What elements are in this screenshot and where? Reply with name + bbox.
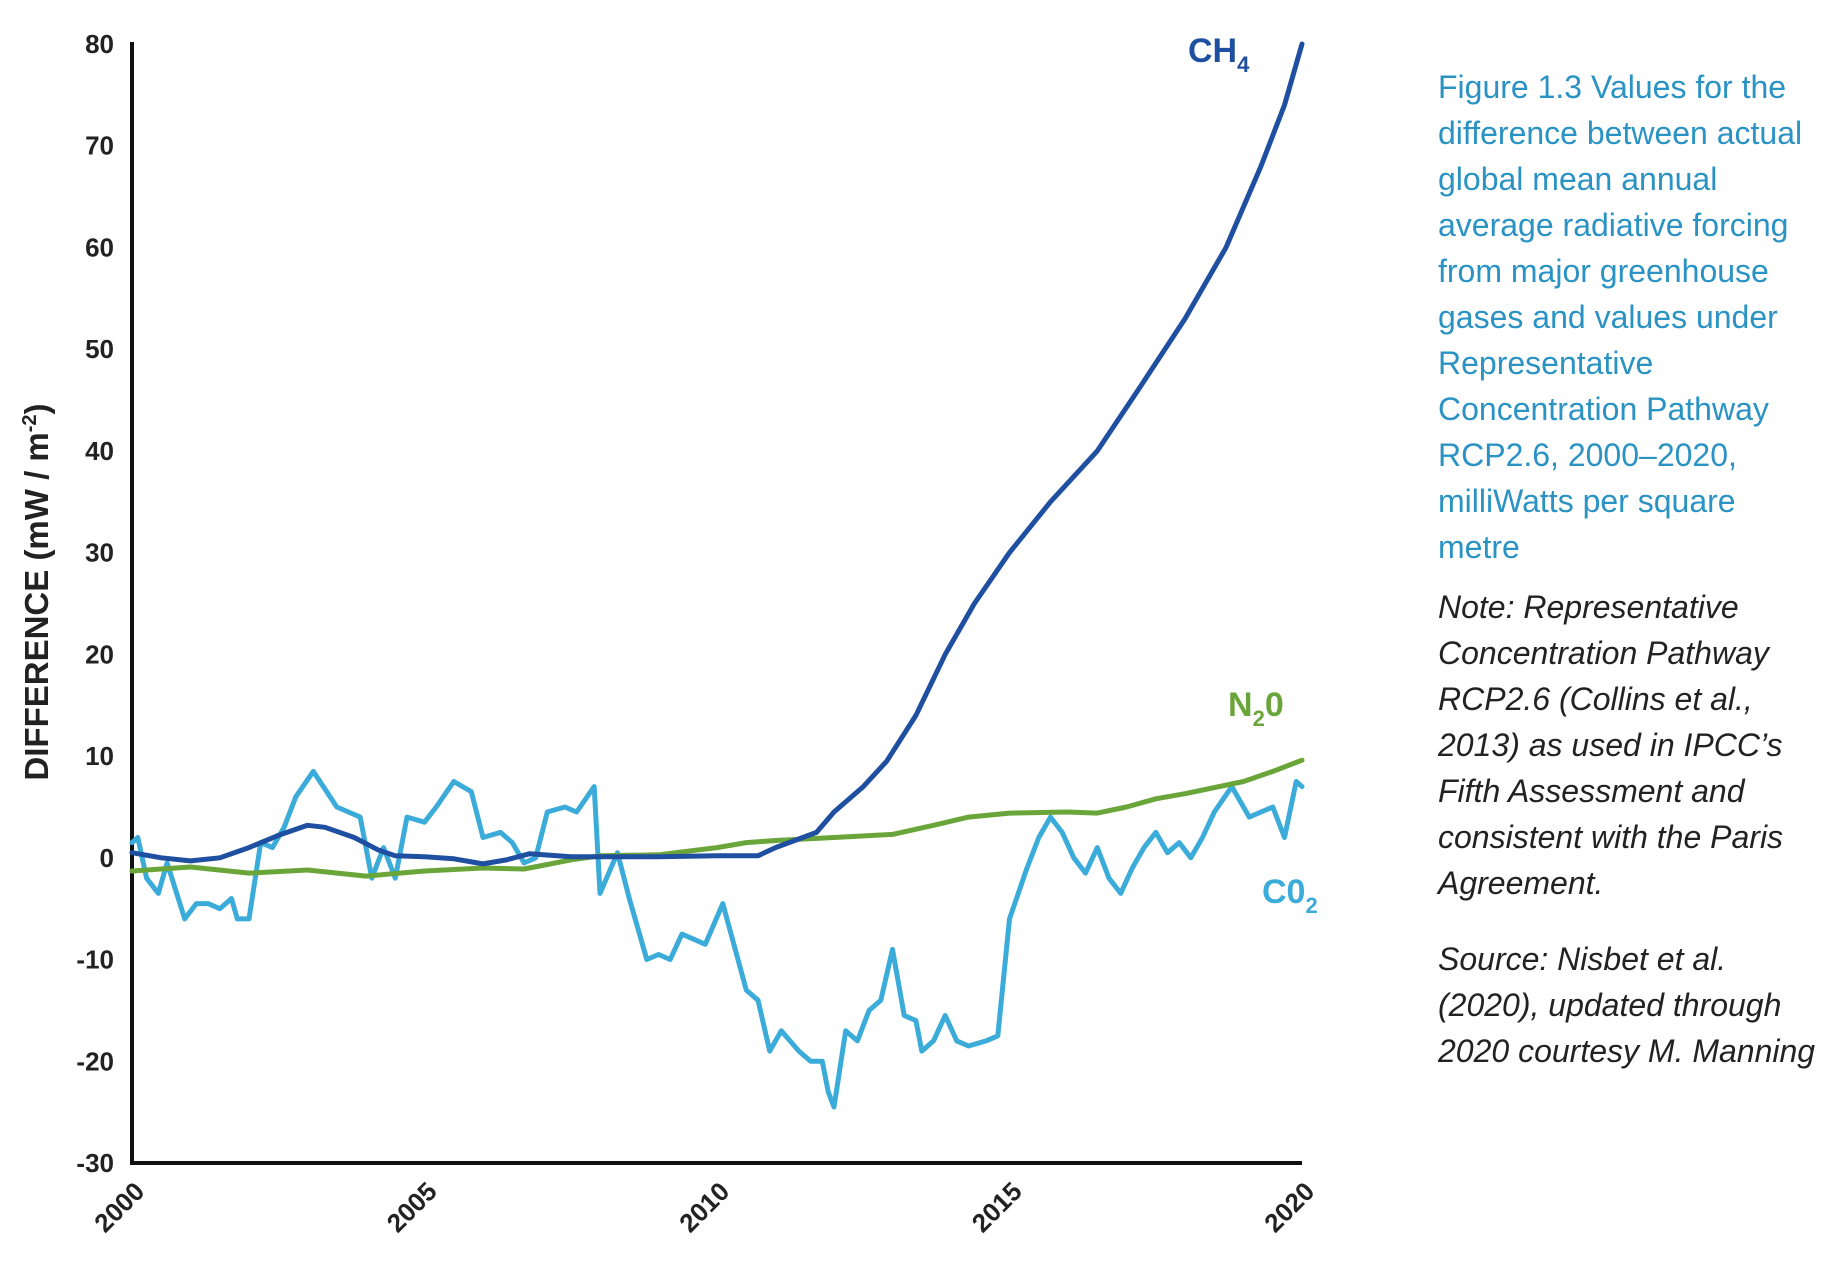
y-tick-label: 50 [85,334,114,364]
co2-series-label-main: C0 [1262,873,1305,911]
ch4-series-label-main: CH [1188,32,1237,70]
x-tick-label: 2020 [1258,1176,1320,1238]
n2o-series-line [129,757,1305,879]
y-tick-label: 80 [85,29,114,59]
n2o-series-label: N20 [1228,686,1284,731]
y-tick-label: 30 [85,538,114,568]
y-tick-label: 60 [85,232,114,262]
ch4-series-label: CH4 [1188,32,1250,77]
y-tick-label: -10 [76,945,114,975]
y-axis-label-exponent: -2 [19,414,41,432]
x-tick-label: 2010 [673,1176,735,1238]
ch4-series-line [129,41,1305,867]
x-tick-label: 2015 [966,1176,1028,1238]
y-tick-label: -30 [76,1148,114,1178]
n2o-series-label-subscript: 2 [1253,706,1265,731]
y-axis-label: DIFFERENCE (mW / m-2) [18,403,55,780]
series-group [129,41,1305,1110]
caption-source: Source: Nisbet et al. (2020), updated th… [1438,941,1816,1069]
co2-series-line [129,768,1305,1110]
figure-caption: Figure 1.3 Values for the difference bet… [1438,64,1823,1104]
x-tick-label: 2005 [381,1176,443,1238]
co2-series-label-subscript: 2 [1305,893,1317,918]
y-tick-label: 20 [85,639,114,669]
y-tick-label: 10 [85,741,114,771]
y-axis-label-close: ) [18,403,55,414]
y-tick-label: 70 [85,131,114,161]
n2o-series-label-main: N [1228,686,1253,724]
x-tick-label: 2000 [88,1176,150,1238]
ch4-series-label-subscript: 4 [1237,52,1250,77]
y-tick-label: -20 [76,1046,114,1076]
caption-title: Figure 1.3 Values for the difference bet… [1438,69,1803,565]
y-axis-label-main: DIFFERENCE (mW / m [18,432,55,780]
caption-note: Note: Representative Concentration Pathw… [1438,589,1784,901]
n2o-series-label-suffix: 0 [1265,686,1284,724]
y-tick-label: 40 [85,436,114,466]
y-tick-label: 0 [100,843,114,873]
co2-series-label: C02 [1262,873,1318,918]
